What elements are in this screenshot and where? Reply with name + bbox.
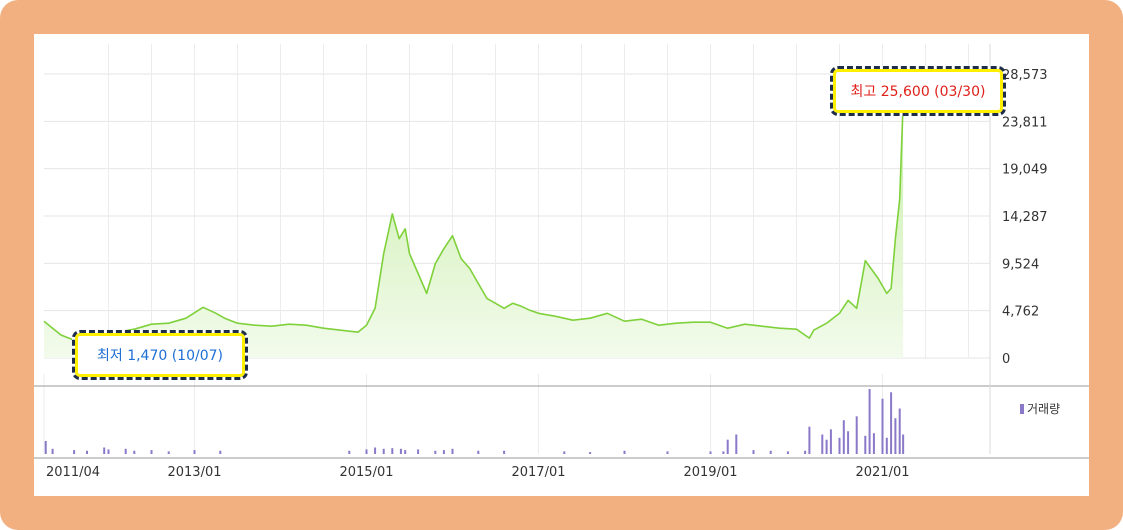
volume-bar <box>752 450 755 454</box>
price-chart: 28,573 23,811 19,049 14,287 9,524 4,762 0 2011… <box>34 44 1089 480</box>
volume-bar <box>786 451 789 454</box>
volume-bar <box>821 434 824 454</box>
date-tick-label: 2019/01 <box>683 465 737 480</box>
volume-bar <box>825 439 828 454</box>
volume-bar <box>133 450 136 454</box>
date-tick-labels: 2011/04 2013/01 2015/01 2017/01 2019/01 2021/… <box>46 465 910 480</box>
volume-bar <box>103 447 106 454</box>
price-tick-label: 9,524 <box>1002 257 1039 272</box>
volume-bar <box>417 449 420 454</box>
volume-bar <box>503 450 506 454</box>
grid-lines <box>43 44 990 454</box>
date-tick-label: 2013/01 <box>167 465 221 480</box>
volume-bar <box>902 434 905 454</box>
price-tick-label: 28,573 <box>1002 68 1048 83</box>
date-tick-label: 2021/01 <box>855 465 909 480</box>
volume-bar <box>769 450 772 454</box>
volume-bars <box>44 389 905 454</box>
low-price-callout: 최저 1,470 (10/07) <box>72 330 248 380</box>
price-area <box>43 103 904 358</box>
volume-legend-swatch <box>1020 403 1024 414</box>
volume-bar <box>726 439 729 454</box>
volume-bar <box>365 449 368 454</box>
volume-bar <box>894 418 897 454</box>
volume-bar <box>709 451 712 454</box>
volume-legend: 거래량 <box>1020 400 1060 417</box>
date-tick-label: 2015/01 <box>339 465 393 480</box>
price-tick-label: 4,762 <box>1002 305 1039 320</box>
volume-bar <box>399 448 402 454</box>
volume-bar <box>391 448 394 454</box>
volume-bar <box>623 450 626 454</box>
volume-bar <box>881 398 884 454</box>
volume-bar <box>442 450 445 454</box>
price-line <box>43 103 904 345</box>
volume-bar <box>193 450 196 454</box>
volume-bar <box>563 451 566 454</box>
chart-panel: 28,573 23,811 19,049 14,287 9,524 4,762 0 2011… <box>34 34 1089 496</box>
volume-bar <box>808 426 811 454</box>
volume-bar <box>804 450 807 454</box>
volume-bar <box>735 434 738 454</box>
volume-bar <box>829 429 832 454</box>
volume-bar <box>666 451 669 454</box>
volume-bar <box>451 448 454 454</box>
price-tick-label: 14,287 <box>1002 210 1048 225</box>
volume-bar <box>890 392 893 454</box>
volume-bar <box>885 437 888 454</box>
low-price-label: 최저 1,470 (10/07) <box>96 348 223 364</box>
high-price-callout: 최고 25,600 (03/30) <box>830 66 1006 116</box>
volume-bar <box>838 437 841 454</box>
volume-bar <box>44 441 47 454</box>
volume-bar <box>855 416 858 454</box>
volume-bar <box>382 448 385 454</box>
volume-bar <box>167 451 170 454</box>
volume-bar <box>124 448 127 454</box>
volume-bar <box>477 450 480 454</box>
volume-bar <box>374 447 377 454</box>
volume-bar <box>589 452 592 454</box>
price-tick-label: 23,811 <box>1002 115 1048 130</box>
price-tick-label: 19,049 <box>1002 163 1048 178</box>
volume-bar <box>898 408 901 454</box>
volume-bar <box>150 450 153 454</box>
volume-bar <box>434 450 437 454</box>
high-price-label: 최고 25,600 (03/30) <box>850 84 986 100</box>
volume-bar <box>86 450 88 454</box>
volume-bar <box>847 431 850 454</box>
volume-bar <box>219 450 222 454</box>
volume-bar <box>872 433 875 454</box>
price-tick-label: 0 <box>1002 352 1010 367</box>
volume-bar <box>107 449 110 454</box>
date-tick-label: 2011/04 <box>46 465 100 480</box>
volume-legend-label: 거래량 <box>1027 402 1061 416</box>
volume-bar <box>722 451 725 454</box>
price-tick-labels: 28,573 23,811 19,049 14,287 9,524 4,762 0 <box>1002 68 1048 367</box>
volume-bar <box>348 450 351 454</box>
date-tick-label: 2017/01 <box>511 465 565 480</box>
price-area-fill <box>44 103 904 358</box>
volume-bar <box>404 450 407 454</box>
volume-bar <box>73 450 76 454</box>
volume-bar <box>868 389 871 454</box>
volume-bar <box>51 448 54 454</box>
volume-bar <box>842 420 845 454</box>
volume-bar <box>864 435 867 454</box>
